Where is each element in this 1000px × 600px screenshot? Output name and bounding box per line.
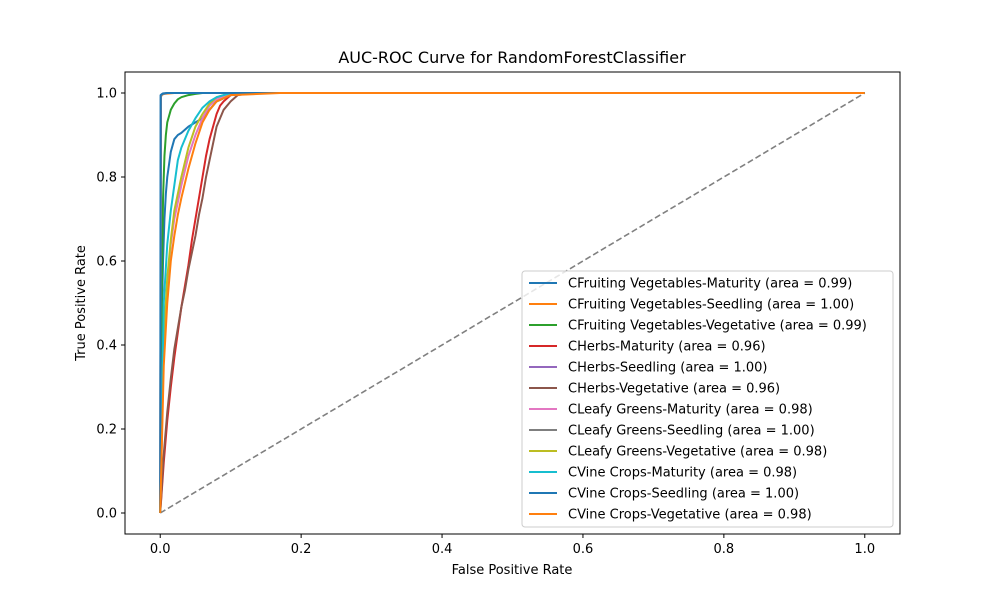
y-tick-label: 0.0 [96,507,117,522]
roc-series-line-6 [159,92,865,514]
x-tick-label: 0.2 [291,542,312,557]
roc-series-line-10 [159,92,865,514]
legend-label: CFruiting Vegetables-Seedling (area = 1.… [568,298,854,313]
legend-items: CFruiting Vegetables-Maturity (area = 0.… [529,277,867,523]
y-axis: 0.0 0.2 0.4 0.6 0.8 1.0 [96,87,125,522]
plot-frame [124,71,901,535]
legend-label: CVine Crops-Vegetative (area = 0.98) [568,508,812,523]
roc-series-line-12 [159,92,865,514]
x-tick-label: 1.0 [854,542,875,557]
legend-frame [521,270,894,528]
x-tick-label: 0.6 [573,542,594,557]
y-tick-label: 0.4 [96,339,117,354]
legend-label: CHerbs-Maturity (area = 0.96) [568,340,766,355]
legend-label: CHerbs-Vegetative (area = 0.96) [568,382,780,397]
chance-diagonal-line [159,92,866,514]
y-tick-label: 1.0 [96,87,117,102]
legend: CFruiting Vegetables-Maturity (area = 0.… [521,270,894,528]
y-tick-label: 0.2 [96,423,117,438]
legend-label: CFruiting Vegetables-Maturity (area = 0.… [568,277,852,292]
series-layer [159,92,865,514]
x-axis: 0.0 0.2 0.4 0.6 0.8 1.0 [150,534,875,557]
x-tick-label: 0.4 [432,542,453,557]
legend-label: CLeafy Greens-Maturity (area = 0.98) [568,403,813,418]
legend-label: CLeafy Greens-Seedling (area = 1.00) [568,424,815,439]
diagonal-layer [159,92,866,514]
y-tick-label: 0.6 [96,255,117,270]
legend-label: CHerbs-Seedling (area = 1.00) [568,361,768,376]
legend-label: CLeafy Greens-Vegetative (area = 0.98) [568,445,827,460]
x-tick-label: 0.8 [714,542,735,557]
roc-series-line-3 [159,92,865,514]
legend-label: CVine Crops-Seedling (area = 1.00) [568,487,799,502]
y-tick-label: 0.8 [96,171,117,186]
chart-title: AUC-ROC Curve for RandomForestClassifier [338,48,686,67]
x-tick-label: 0.0 [150,542,171,557]
x-axis-label: False Positive Rate [452,563,573,578]
legend-label: CFruiting Vegetables-Vegetative (area = … [568,319,867,334]
legend-label: CVine Crops-Maturity (area = 0.98) [568,466,797,481]
y-axis-label: True Positive Rate [74,245,89,362]
